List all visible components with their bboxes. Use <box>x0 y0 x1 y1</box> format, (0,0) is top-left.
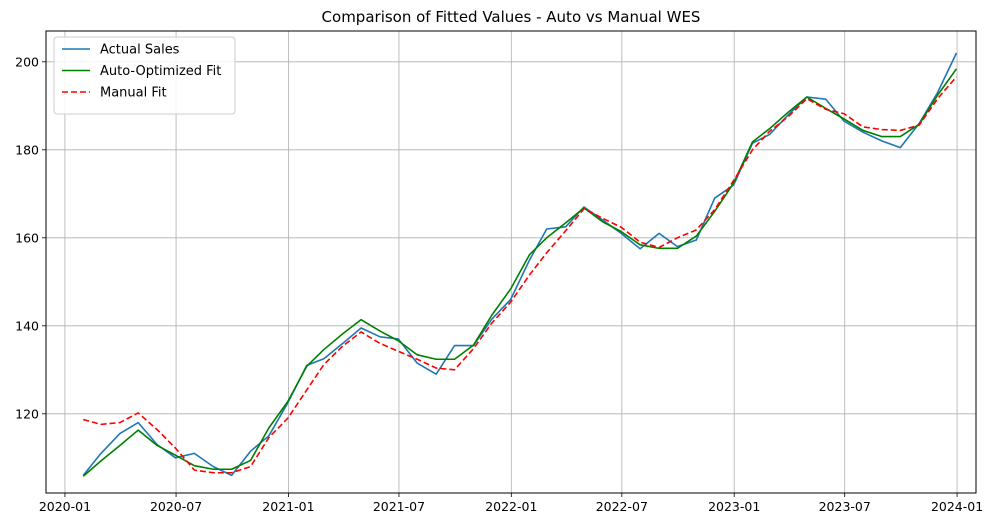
legend-label: Manual Fit <box>100 86 167 101</box>
series-line-actual-sales <box>82 52 958 477</box>
chart-title: Comparison of Fitted Values - Auto vs Ma… <box>322 8 701 26</box>
y-tick-label: 140 <box>15 318 39 333</box>
legend-label: Auto-Optimized Fit <box>100 64 221 79</box>
series-line-auto-optimized-fit <box>82 68 958 477</box>
x-tick-label: 2022-01 <box>485 499 537 514</box>
x-axis: 2020-01 2020-07 2021-01 2021-07 2022-01 2022-… <box>39 493 983 514</box>
x-tick-label: 2021-01 <box>262 499 314 514</box>
y-axis: 120 140 160 180 200 <box>15 54 46 421</box>
x-tick-label: 2021-07 <box>373 499 425 514</box>
x-tick-label: 2020-01 <box>39 499 91 514</box>
legend-label: Actual Sales <box>100 43 180 58</box>
grid-lines <box>46 31 976 493</box>
y-tick-label: 180 <box>15 142 39 157</box>
legend: Actual Sales Auto-Optimized Fit Manual Fit <box>53 36 236 115</box>
series-lines <box>82 52 958 477</box>
x-tick-label: 2023-07 <box>819 499 871 514</box>
x-tick-label: 2022-07 <box>596 499 648 514</box>
y-tick-label: 160 <box>15 230 39 245</box>
x-tick-label: 2023-01 <box>708 499 760 514</box>
y-tick-label: 120 <box>15 406 39 421</box>
x-tick-label: 2024-01 <box>931 499 983 514</box>
x-tick-label: 2020-07 <box>150 499 202 514</box>
legend-box <box>53 36 236 115</box>
series-line-manual-fit <box>83 76 958 474</box>
y-tick-label: 200 <box>15 54 39 69</box>
